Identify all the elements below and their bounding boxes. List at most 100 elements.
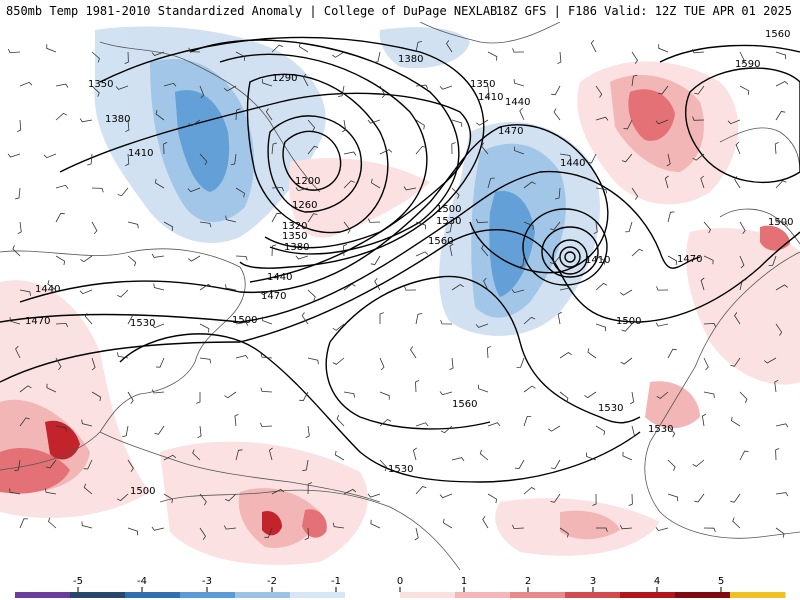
wind-barb [655, 322, 669, 327]
label-1560-center: 1560 [428, 236, 453, 247]
label-1350-north: 1350 [470, 79, 495, 90]
wind-barb [523, 221, 534, 230]
wind-barb [224, 391, 237, 399]
wind-barb [655, 527, 669, 532]
contour-1290 [246, 73, 389, 234]
gulf-coast [99, 431, 381, 503]
wind-barb [479, 449, 489, 461]
wind-barb [587, 153, 597, 164]
wind-barb [631, 248, 644, 257]
map-header: 850mb Temp 1981-2010 Standardized Anomal… [0, 0, 800, 22]
colorbar-segment [70, 592, 126, 598]
wind-barb [367, 119, 381, 124]
wind-barb [127, 391, 134, 404]
wind-barb [55, 184, 69, 189]
wind-barb [271, 44, 284, 53]
wind-barb [151, 526, 165, 531]
wind-barb [559, 153, 572, 160]
wind-barb [439, 493, 453, 499]
wind-barb [7, 48, 21, 54]
wind-barb [415, 422, 429, 427]
wind-barb [667, 211, 675, 223]
contour-labels: 1590 1560 1500 1470 1440 1410 1380 1350 … [25, 29, 793, 497]
wind-barb [734, 176, 741, 189]
wind-barb [268, 447, 273, 461]
wind-barb [487, 51, 498, 61]
wind-barb [415, 486, 427, 495]
map-title: 850mb Temp 1981-2010 Standardized Anomal… [6, 4, 498, 18]
wind-barb [264, 527, 273, 538]
wind-barb [700, 277, 705, 291]
wind-barb [703, 391, 715, 398]
wind-barb [199, 323, 210, 333]
wind-barb [592, 493, 597, 506]
wind-barb [370, 519, 381, 529]
wind-barb [299, 391, 309, 402]
wind-barb [299, 42, 309, 53]
wind-barb [440, 425, 453, 434]
label-1560-south: 1560 [452, 399, 477, 410]
wind-barb [415, 84, 429, 89]
colorbar-segment [15, 592, 71, 598]
wind-barb [775, 448, 780, 461]
weather-map: 1590 1560 1500 1470 1440 1410 1380 1350 … [0, 22, 800, 570]
wind-barb [667, 348, 677, 359]
label-1200: 1200 [295, 176, 320, 187]
wind-barb [199, 493, 207, 506]
wind-barb [127, 527, 138, 536]
wind-barb [439, 391, 453, 396]
wind-barb [739, 221, 746, 234]
wind-barb [557, 51, 562, 65]
contour-1260 [267, 115, 363, 213]
wind-barb [55, 357, 62, 371]
wind-barb [151, 51, 165, 56]
wind-barb [334, 450, 345, 461]
label-1350-mid: 1350 [282, 231, 307, 242]
wind-barb [235, 321, 249, 326]
wind-barb [307, 145, 319, 155]
wind-barb [451, 457, 465, 462]
wind-barb [153, 283, 165, 291]
coastlines [0, 22, 800, 570]
wind-barb [225, 284, 237, 291]
wind-barb [197, 425, 202, 439]
wind-barb [478, 384, 489, 393]
wind-barb [342, 243, 348, 257]
wind-barb [694, 85, 705, 95]
wind-barb [730, 493, 741, 503]
wind-barb [188, 47, 201, 53]
wind-barb [440, 319, 453, 325]
wind-barb [116, 493, 129, 502]
model-run-label: 18Z GFS | F186 Valid: 12Z TUE APR 01 202… [495, 4, 792, 18]
wind-barb [127, 221, 139, 229]
wind-barb [234, 413, 239, 427]
wind-barb [271, 142, 278, 155]
wind-barb [656, 391, 669, 399]
wind-barb [775, 423, 789, 428]
low-center-ring-2 [559, 246, 581, 268]
wind-barb [265, 108, 273, 121]
wind-barb [79, 118, 93, 123]
wind-barb [553, 108, 561, 121]
wind-barb [343, 221, 351, 234]
wind-barb [199, 527, 206, 540]
wind-barb [371, 178, 381, 189]
colorbar-segment [400, 592, 456, 598]
wind-barb [775, 111, 786, 121]
wind-barb [523, 385, 536, 393]
wind-barb [155, 109, 165, 121]
wind-barb [415, 251, 429, 257]
wind-barb [550, 459, 561, 470]
low-center-ring-1 [564, 251, 576, 263]
wind-barb [595, 85, 603, 98]
canada-coast [99, 41, 321, 193]
wind-barb [19, 81, 33, 87]
wind-barb [446, 40, 453, 53]
anomaly-colorbar: -5 -4 -3 -2 -1 0 1 2 3 4 5 [15, 576, 786, 598]
wind-barb [658, 85, 669, 95]
wind-barb [487, 422, 501, 427]
wind-barb [775, 51, 787, 60]
wind-barb [774, 379, 779, 393]
label-1530-center: 1530 [436, 216, 461, 227]
wind-barb [551, 85, 561, 96]
